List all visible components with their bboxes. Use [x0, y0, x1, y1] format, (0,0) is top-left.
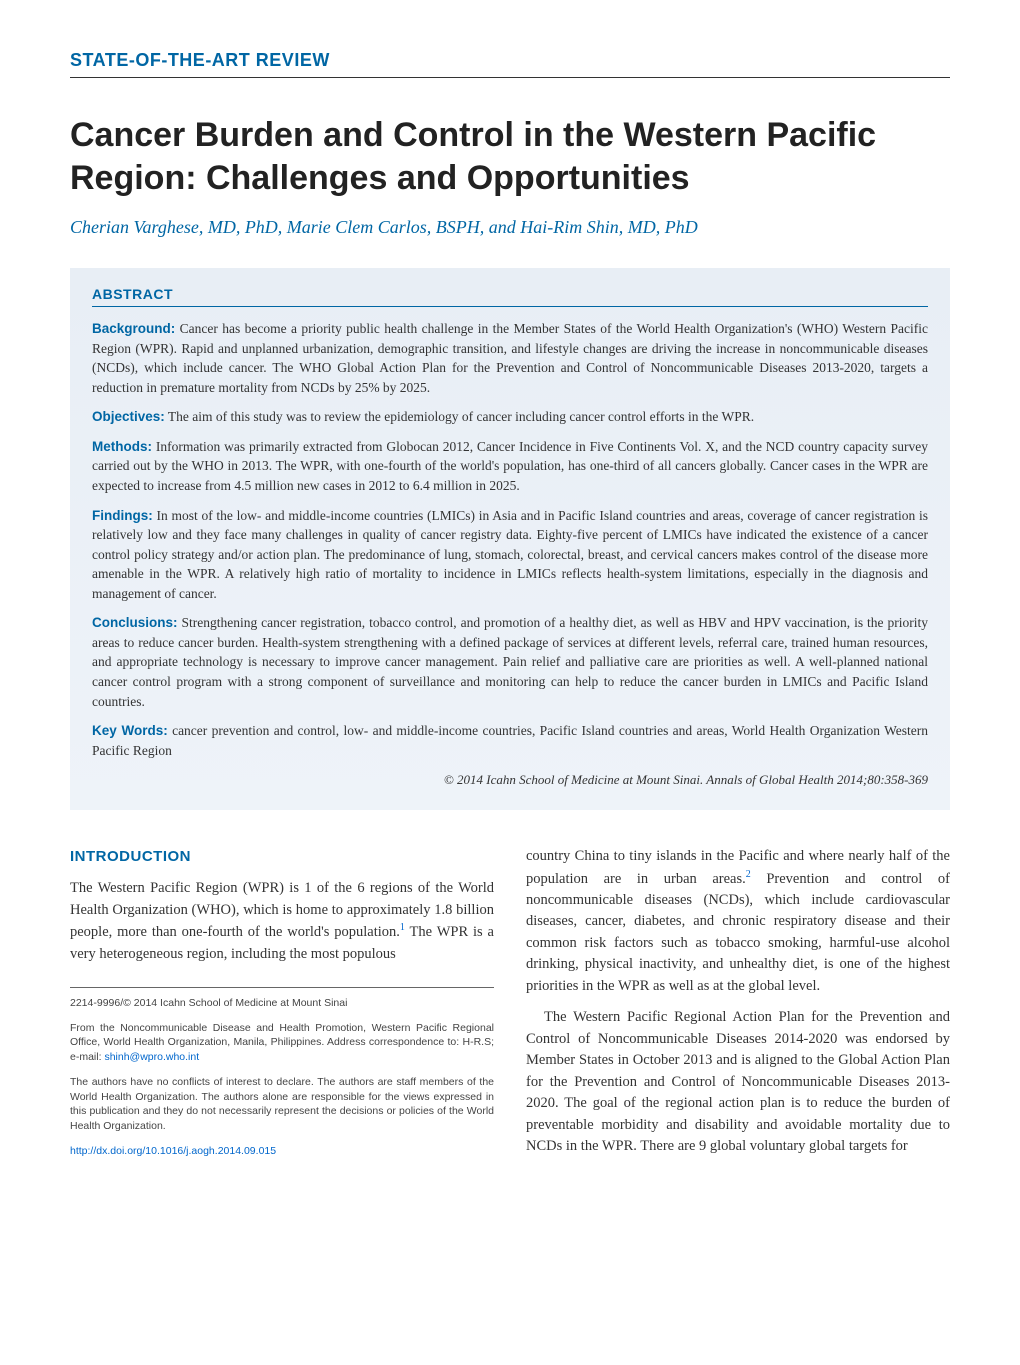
review-type-heading: STATE-OF-THE-ART REVIEW: [70, 50, 950, 78]
footnote-doi: http://dx.doi.org/10.1016/j.aogh.2014.09…: [70, 1144, 494, 1159]
abstract-conclusions-label: Conclusions:: [92, 615, 178, 630]
abstract-background-label: Background:: [92, 321, 175, 336]
abstract-conclusions: Conclusions: Strengthening cancer regist…: [92, 613, 928, 711]
intro-paragraph-right-1: country China to tiny islands in the Pac…: [526, 846, 950, 997]
article-title: Cancer Burden and Control in the Western…: [70, 114, 950, 199]
abstract-box: ABSTRACT Background: Cancer has become a…: [70, 268, 950, 810]
abstract-objectives: Objectives: The aim of this study was to…: [92, 407, 928, 427]
footnote-affiliation: From the Noncommunicable Disease and Hea…: [70, 1021, 494, 1065]
abstract-findings-label: Findings:: [92, 508, 153, 523]
author-list: Cherian Varghese, MD, PhD, Marie Clem Ca…: [70, 217, 950, 238]
abstract-methods-text: Information was primarily extracted from…: [92, 439, 928, 493]
abstract-background-text: Cancer has become a priority public heal…: [92, 321, 928, 395]
abstract-copyright: © 2014 Icahn School of Medicine at Mount…: [92, 772, 928, 788]
correspondence-email-link[interactable]: shinh@wpro.who.int: [104, 1051, 199, 1063]
intro-right-text-b: Prevention and control of noncommunicabl…: [526, 871, 950, 994]
abstract-keywords-text: cancer prevention and control, low- and …: [92, 723, 928, 758]
footnote-conflicts: The authors have no conflicts of interes…: [70, 1075, 494, 1134]
abstract-keywords: Key Words: cancer prevention and control…: [92, 721, 928, 760]
abstract-findings: Findings: In most of the low- and middle…: [92, 506, 928, 604]
abstract-objectives-text: The aim of this study was to review the …: [165, 409, 754, 424]
abstract-objectives-label: Objectives:: [92, 409, 165, 424]
abstract-methods: Methods: Information was primarily extra…: [92, 437, 928, 496]
body-two-column: INTRODUCTION The Western Pacific Region …: [70, 846, 950, 1168]
abstract-heading: ABSTRACT: [92, 286, 928, 307]
intro-paragraph-right-2: The Western Pacific Regional Action Plan…: [526, 1007, 950, 1157]
right-column: country China to tiny islands in the Pac…: [526, 846, 950, 1168]
abstract-conclusions-text: Strengthening cancer registration, tobac…: [92, 615, 928, 708]
footnote-divider: [70, 987, 494, 988]
abstract-background: Background: Cancer has become a priority…: [92, 319, 928, 397]
left-column: INTRODUCTION The Western Pacific Region …: [70, 846, 494, 1168]
abstract-findings-text: In most of the low- and middle-income co…: [92, 508, 928, 601]
footnote-issn: 2214-9996/© 2014 Icahn School of Medicin…: [70, 996, 494, 1011]
doi-link[interactable]: http://dx.doi.org/10.1016/j.aogh.2014.09…: [70, 1145, 276, 1157]
intro-paragraph-left: The Western Pacific Region (WPR) is 1 of…: [70, 878, 494, 965]
introduction-heading: INTRODUCTION: [70, 846, 494, 868]
abstract-methods-label: Methods:: [92, 439, 152, 454]
abstract-keywords-label: Key Words:: [92, 723, 168, 738]
